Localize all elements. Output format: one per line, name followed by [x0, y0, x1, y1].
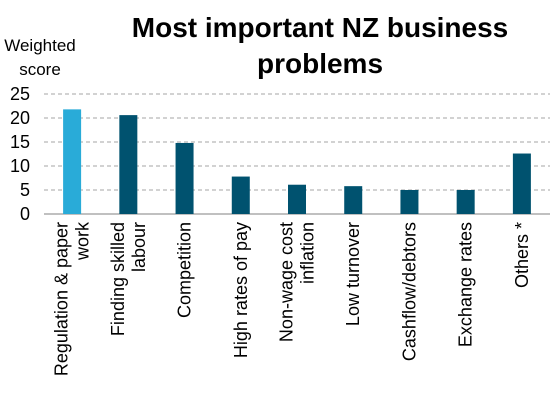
bar	[119, 115, 138, 214]
y-tick-label: 5	[20, 180, 30, 200]
x-tick-label: Regulation & paper	[52, 222, 72, 376]
x-category-label: Cashflow/debtors	[399, 222, 419, 361]
y-tick-label: 15	[10, 132, 30, 152]
bar	[288, 184, 306, 214]
bar	[231, 176, 250, 214]
x-category-label: Finding skilled labour	[108, 222, 149, 336]
y-tick-label: 20	[10, 108, 30, 128]
x-category-label: Non-wage cost inflation	[277, 222, 318, 342]
x-category-label: Low turnover	[343, 222, 363, 326]
chart-title-line-2: problems	[256, 48, 384, 79]
x-tick-label: High rates of pay	[231, 222, 251, 358]
x-tick-label: Low turnover	[343, 222, 363, 326]
bar	[456, 190, 475, 214]
y-axis-label-line-2: score	[19, 60, 61, 79]
x-category-label: Regulation & paper work	[52, 221, 93, 376]
bar	[63, 109, 82, 214]
bar	[344, 186, 363, 214]
bar	[400, 190, 419, 214]
x-tick-label: Non-wage cost	[277, 222, 297, 342]
y-axis-label-line-1: Weighted	[4, 36, 76, 55]
y-tick-label: 10	[10, 156, 30, 176]
y-tick-label: 25	[10, 84, 30, 104]
x-tick-label: work	[73, 221, 93, 261]
x-tick-label: Exchange rates	[456, 222, 476, 347]
x-category-label: Competition	[175, 222, 195, 318]
x-category-label: Exchange rates	[456, 222, 476, 347]
x-tick-label: Cashflow/debtors	[399, 222, 419, 361]
x-category-label: Others *	[512, 222, 532, 288]
bar	[512, 153, 531, 214]
x-tick-label: Competition	[175, 222, 195, 318]
x-tick-label: Finding skilled	[108, 222, 128, 336]
x-tick-label: Others *	[512, 222, 532, 288]
bar	[175, 142, 194, 214]
x-tick-label: inflation	[298, 222, 318, 284]
x-tick-label: labour	[129, 222, 149, 272]
chart-title-line-1: Most important NZ business	[131, 12, 509, 43]
y-tick-label: 0	[20, 204, 30, 224]
x-category-label: High rates of pay	[231, 222, 251, 358]
